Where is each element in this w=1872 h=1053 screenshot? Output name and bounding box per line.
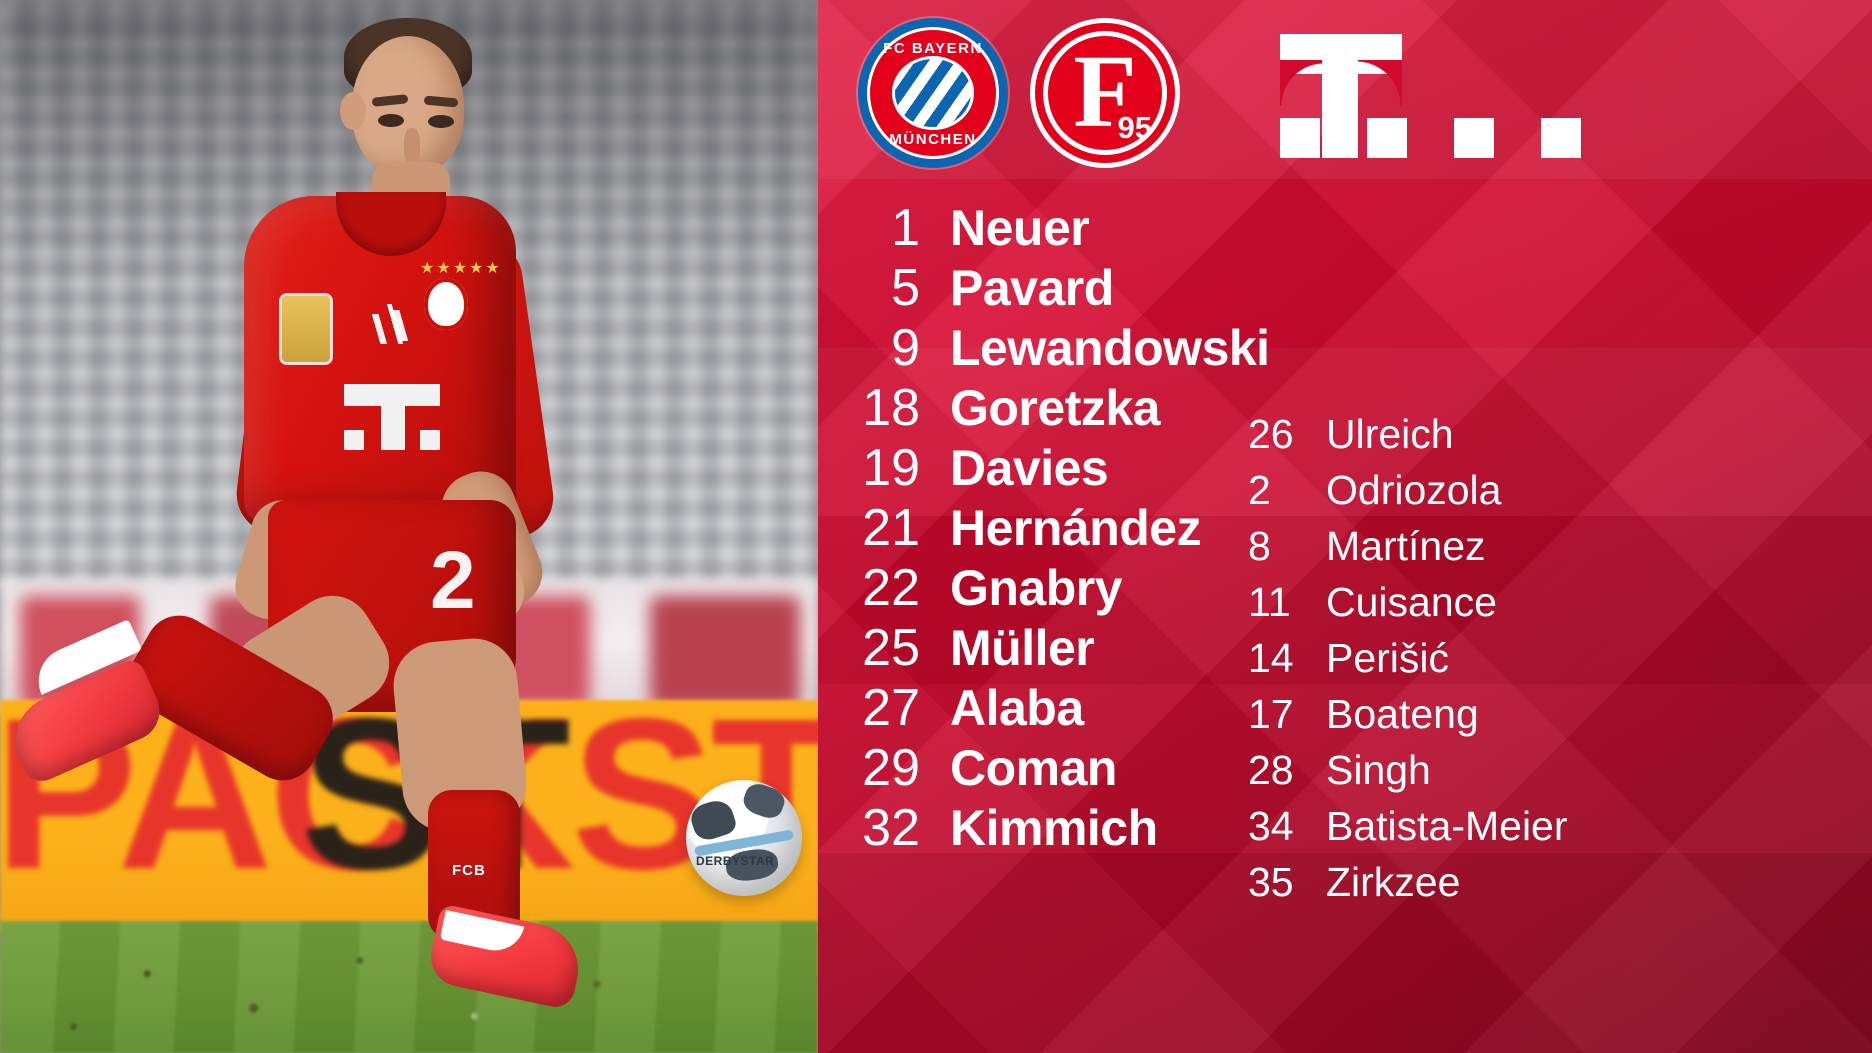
jersey-stars-icon: ★★★★★ (420, 260, 502, 277)
substitute-number: 28 (1248, 747, 1294, 793)
player-photo: PACKST ST ★★★★★ (0, 0, 818, 1053)
bayern-crest-text-top: FC BAYERN (883, 40, 983, 57)
lineup-player-name: Neuer (950, 200, 1090, 256)
lineup-player-number: 19 (862, 439, 920, 497)
jersey-telekom-logo-icon (344, 384, 440, 450)
substitute-name: Batista-Meier (1326, 803, 1568, 849)
lineup-player-name: Coman (950, 740, 1117, 796)
player-ear (340, 92, 366, 130)
substitute-row: 11 Cuisance (1248, 574, 1848, 630)
shorts-number: 2 (430, 535, 476, 626)
lineup-panel: FC BAYERN MÜNCHEN F 95 (818, 0, 1872, 1053)
lineup-player-name: Alaba (950, 680, 1084, 736)
lineup-player-name: Müller (950, 620, 1095, 676)
lineup-player-number: 9 (891, 319, 920, 377)
player-nose (404, 128, 420, 164)
player-eye-right (428, 115, 454, 128)
substitute-row: 28 Singh (1248, 742, 1848, 798)
lineup-player-number: 29 (862, 739, 920, 797)
panel-pattern-diagonal-secondary (818, 0, 1872, 1053)
bayern-crest-text-bottom: MÜNCHEN (889, 131, 977, 148)
lineup-row: 25 Müller (838, 618, 1398, 678)
bundesliga-badge-icon (282, 296, 330, 362)
fortuna-crest-letter: F (1073, 34, 1137, 149)
lineup-row: 22 Gnabry (838, 558, 1398, 618)
lineup-player-name: Lewandowski (950, 320, 1270, 376)
lineup-player-name: Gnabry (950, 560, 1123, 616)
substitute-name: Zirkzee (1326, 859, 1461, 905)
sock-right-text: FCB (452, 862, 486, 879)
bayern-crest-lozenge-icon (892, 56, 974, 130)
substitute-row: 17 Boateng (1248, 686, 1848, 742)
lineup-player-number: 22 (862, 559, 920, 617)
lineup-row: 21 Hernández (838, 498, 1398, 558)
substitute-number: 14 (1248, 635, 1294, 681)
substitute-number: 26 (1248, 411, 1294, 457)
adidas-logo-stripe-icon (386, 304, 404, 344)
lineup-row: 19 Davies (838, 438, 1398, 498)
substitute-row: 2 Odriozola (1248, 462, 1848, 518)
telekom-logo-icon (1268, 34, 1581, 158)
substitutes-list: 26 Ulreich 2 Odriozola 8 Martínez 11 Cui… (1248, 406, 1848, 910)
boot-left (1, 656, 169, 788)
substitute-name: Singh (1326, 747, 1431, 793)
football: DERBYSTAR (686, 780, 802, 896)
lineup-row: 29 Coman (838, 738, 1398, 798)
substitute-number: 35 (1248, 859, 1294, 905)
fortuna-duesseldorf-crest-icon: F 95 (1030, 18, 1180, 168)
lineup-player-name: Davies (950, 440, 1109, 496)
lineup-row: 18 Goretzka (838, 378, 1398, 438)
substitute-number: 8 (1248, 523, 1271, 569)
player-eye-left (378, 114, 404, 127)
substitute-name: Martínez (1326, 523, 1486, 569)
lineup-player-name: Kimmich (950, 800, 1158, 856)
panel-vignette (818, 0, 1872, 1053)
substitute-row: 14 Perišić (1248, 630, 1848, 686)
pitch-texture (0, 921, 818, 1053)
lineup-row: 1 Neuer (838, 198, 1398, 258)
lineup-player-name: Hernández (950, 500, 1202, 556)
substitute-name: Ulreich (1326, 411, 1454, 457)
substitute-number: 34 (1248, 803, 1294, 849)
substitute-name: Boateng (1326, 691, 1479, 737)
logo-row: FC BAYERN MÜNCHEN F 95 (818, 0, 1872, 186)
lineup-player-number: 1 (891, 199, 920, 257)
substitute-row: 8 Martínez (1248, 518, 1848, 574)
substitute-number: 11 (1248, 579, 1291, 625)
lineup-player-number: 5 (891, 259, 920, 317)
substitute-number: 17 (1248, 691, 1294, 737)
fc-bayern-crest-icon: FC BAYERN MÜNCHEN (858, 18, 1008, 168)
substitute-number: 2 (1248, 467, 1271, 513)
starting-lineup-list: 1 Neuer 5 Pavard 9 Lewandowski 18 Goretz… (838, 198, 1398, 858)
substitute-row: 34 Batista-Meier (1248, 798, 1848, 854)
panel-pattern-diagonal (818, 0, 1872, 1053)
lineup-player-number: 32 (862, 799, 920, 857)
lineup-player-number: 27 (862, 679, 920, 737)
lineup-row: 5 Pavard (838, 258, 1398, 318)
substitute-row: 35 Zirkzee (1248, 854, 1848, 910)
lineup-player-name: Goretzka (950, 380, 1160, 436)
ball-brand-text: DERBYSTAR (696, 854, 775, 868)
substitute-row: 26 Ulreich (1248, 406, 1848, 462)
substitute-name: Cuisance (1326, 579, 1497, 625)
lineup-player-name: Pavard (950, 260, 1114, 316)
fortuna-crest-year: 95 (1117, 110, 1152, 145)
substitute-name: Perišić (1326, 635, 1450, 681)
lineup-player-number: 21 (862, 499, 920, 557)
lineup-player-number: 25 (862, 619, 920, 677)
lineup-row: 9 Lewandowski (838, 318, 1398, 378)
player-figure: ★★★★★ 2 FCB DERBYSTAR (0, 0, 818, 1053)
lineup-player-number: 18 (862, 379, 920, 437)
panel-pattern-rows (818, 0, 1872, 1053)
jersey-club-crest-icon (424, 278, 468, 330)
lineup-row: 32 Kimmich (838, 798, 1398, 858)
substitute-name: Odriozola (1326, 467, 1502, 513)
lineup-row: 27 Alaba (838, 678, 1398, 738)
